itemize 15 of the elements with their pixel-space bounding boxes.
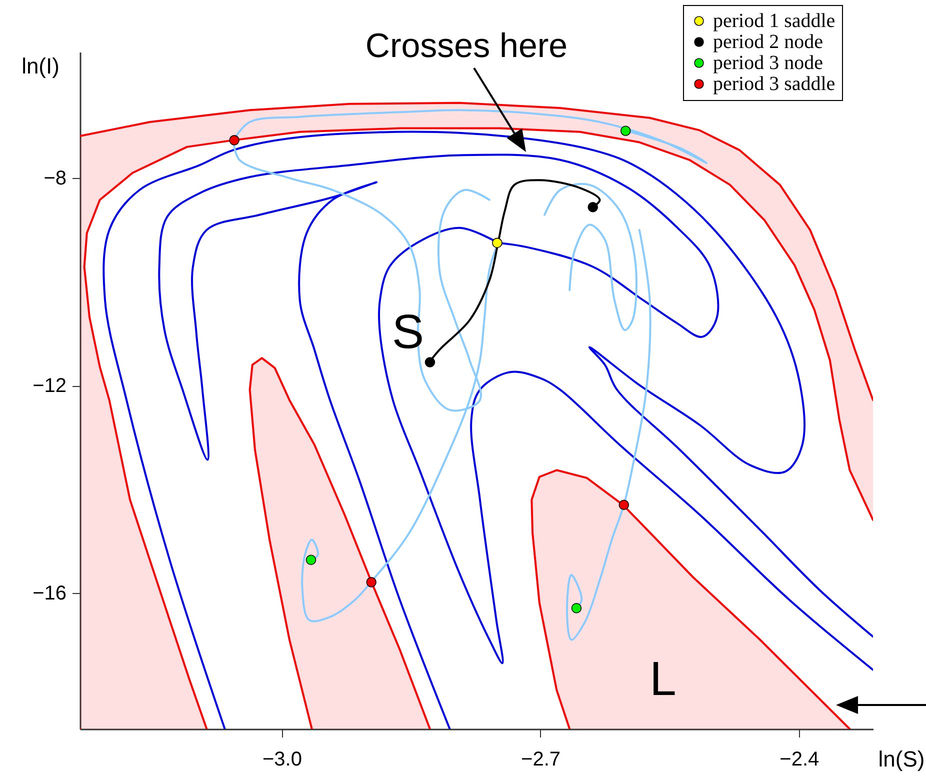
x-tick-label: −2.7 bbox=[521, 748, 561, 770]
legend-label: period 3 saddle bbox=[713, 73, 836, 95]
legend-label: period 3 node bbox=[713, 52, 824, 74]
x-tick-label: −3.0 bbox=[262, 748, 302, 770]
y-tick-label: −16 bbox=[32, 582, 66, 605]
y-tick-label: −8 bbox=[44, 168, 66, 190]
x-axis-title: ln(S) bbox=[878, 746, 925, 772]
annotation: L bbox=[650, 653, 676, 706]
legend-label: period 1 saddle bbox=[713, 10, 836, 32]
annotation: S bbox=[392, 306, 424, 359]
y-tick-label: −12 bbox=[32, 375, 66, 398]
x-tick-label: −2.4 bbox=[780, 748, 820, 770]
legend-label: period 2 node bbox=[713, 31, 824, 53]
y-axis-title: ln(I) bbox=[22, 54, 60, 78]
annotation: Crosses here bbox=[365, 27, 568, 66]
